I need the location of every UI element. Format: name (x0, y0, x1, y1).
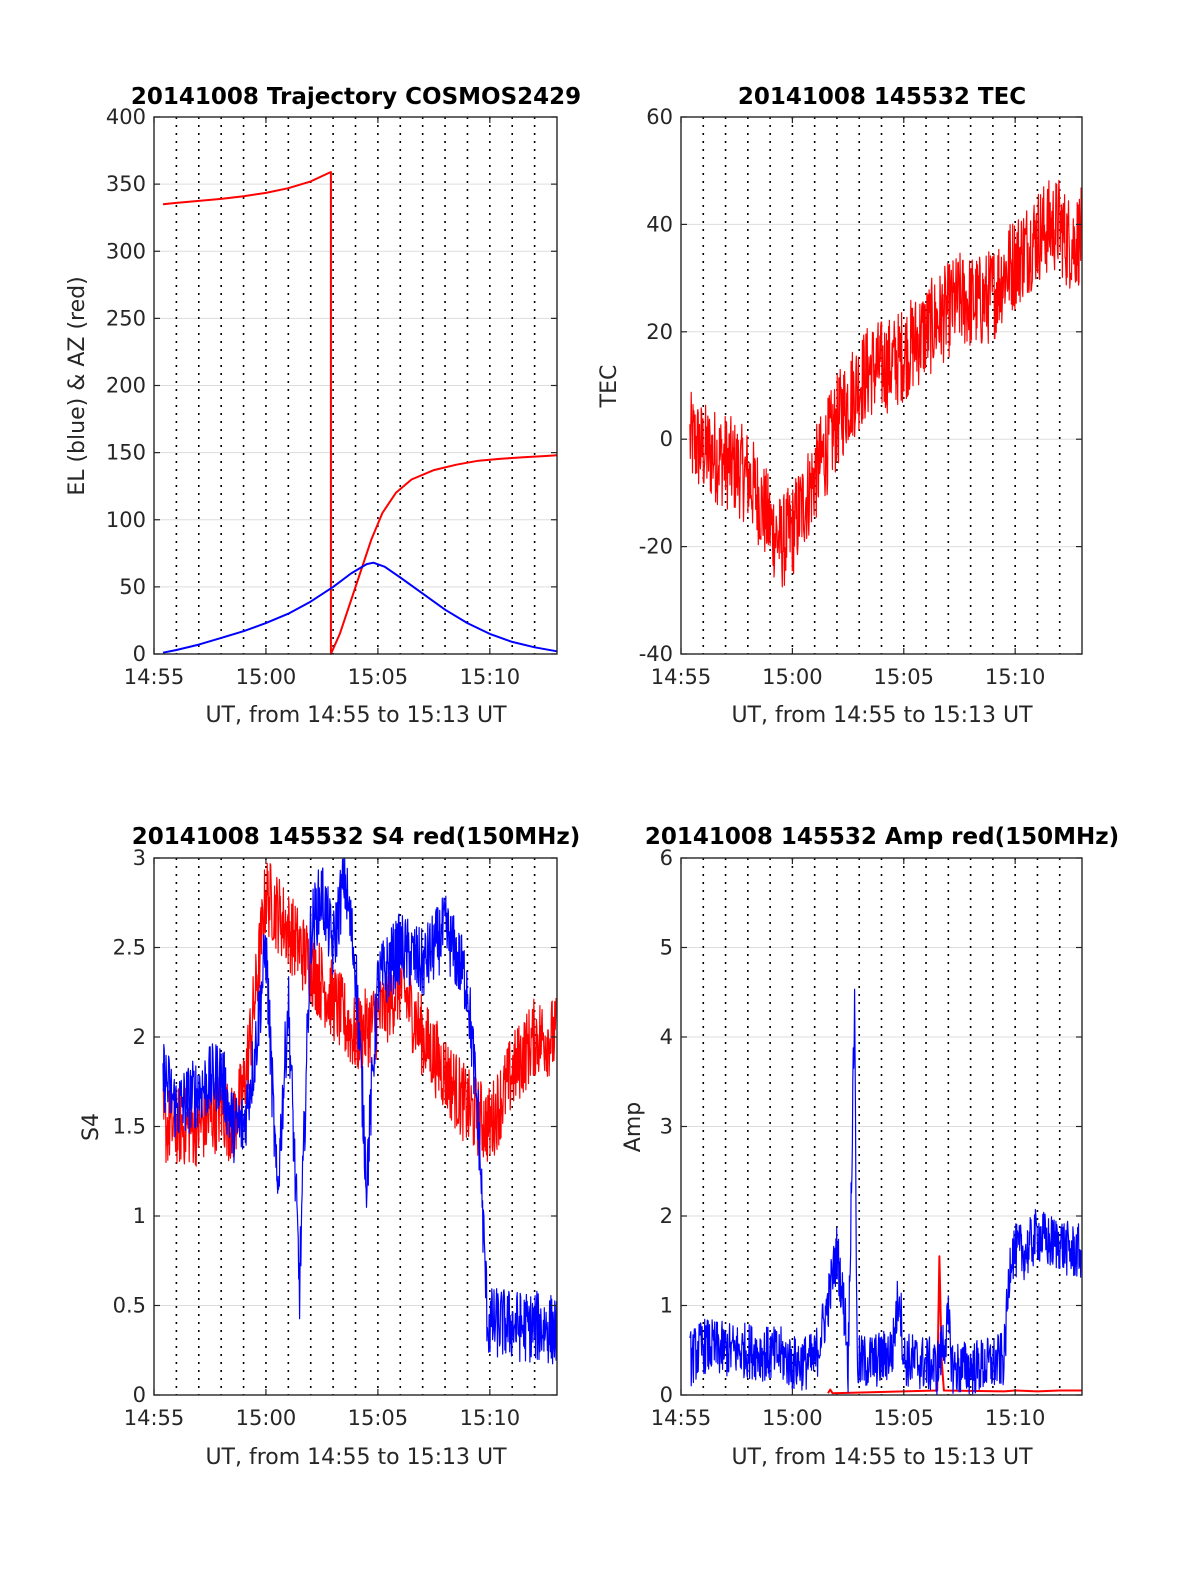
panel-trajectory-title: 20141008 Trajectory COSMOS2429 (131, 84, 581, 110)
panel-tec-xlabel: UT, from 14:55 to 15:13 UT (731, 703, 1033, 728)
panel-tec-ticks: 14:55 15:00 15:05 15:10 -40 -20 0 20 40 60 (639, 105, 1082, 689)
tec-x-tick-label: 14:55 (651, 665, 712, 689)
panel-trajectory-ticks: 14:55 15:00 15:05 15:10 0 50 100 150 200 250 300 35… (106, 105, 557, 689)
panel-s4-xlabel: UT, from 14:55 to 15:13 UT (205, 1445, 507, 1470)
s4-y-tick-label: 2.5 (113, 936, 146, 960)
panel-s4-ylabel: S4 (79, 1113, 104, 1141)
s4-y-tick-label: 0 (133, 1383, 146, 1407)
amp-y-tick-label: 1 (660, 1294, 673, 1318)
panel-trajectory-grid (154, 117, 557, 654)
amp-series-red-line (827, 1255, 1082, 1395)
amp-y-tick-label: 2 (660, 1204, 673, 1228)
amp-x-tick-label: 15:05 (874, 1406, 935, 1430)
panel-s4-title: 20141008 145532 S4 red(150MHz) (132, 824, 581, 850)
s4-x-tick-label: 14:55 (124, 1406, 185, 1430)
panel-amp-xlabel: UT, from 14:55 to 15:13 UT (731, 1445, 1033, 1470)
tec-x-tick-label: 15:10 (985, 665, 1046, 689)
trajectory-x-tick-label: 14:55 (124, 665, 185, 689)
panel-s4-ticks: 14:55 15:00 15:05 15:10 0 0.5 1 1.5 2 2.5 3 (113, 846, 557, 1430)
panel-amp-grid (681, 858, 1082, 1395)
trajectory-y-tick-label: 200 (106, 374, 146, 398)
trajectory-y-tick-label: 0 (133, 642, 146, 666)
s4-x-tick-label: 15:00 (236, 1406, 297, 1430)
panel-tec-title: 20141008 145532 TEC (738, 84, 1026, 110)
amp-series-blue-line (689, 988, 1083, 1396)
panel-amp-ylabel: Amp (621, 1102, 646, 1152)
s4-y-tick-label: 1.5 (113, 1115, 146, 1139)
amp-x-tick-label: 15:10 (985, 1406, 1046, 1430)
amp-y-tick-label: 3 (660, 1115, 673, 1139)
panel-amp: 20141008 145532 Amp red(150MHz) 14:55 15:… (621, 824, 1119, 1470)
trajectory-y-tick-label: 300 (106, 239, 146, 263)
panel-trajectory: 20141008 Trajectory COSMOS2429 14:55 15:0… (65, 84, 581, 728)
tec-x-tick-label: 15:00 (762, 665, 823, 689)
panel-tec-axes-box (680, 116, 1083, 655)
s4-series-red-line (162, 862, 558, 1167)
tec-x-tick-label: 15:05 (874, 665, 935, 689)
trajectory-x-tick-label: 15:10 (460, 665, 521, 689)
panel-amp-ticks: 14:55 15:00 15:05 15:10 0 1 2 3 4 5 6 (651, 846, 1082, 1430)
panel-tec-series (689, 179, 1083, 588)
panel-trajectory-xlabel: UT, from 14:55 to 15:13 UT (205, 703, 507, 728)
tec-y-tick-label: -20 (639, 535, 673, 559)
panel-trajectory-series (162, 171, 558, 655)
amp-x-tick-label: 15:00 (762, 1406, 823, 1430)
amp-y-tick-label: 5 (660, 936, 673, 960)
panel-s4: 20141008 145532 S4 red(150MHz) 14:55 15:0… (79, 824, 580, 1470)
s4-series-blue-line (162, 857, 558, 1365)
s4-y-tick-label: 2 (133, 1025, 146, 1049)
s4-y-tick-label: 0.5 (113, 1294, 146, 1318)
tec-y-tick-label: 40 (646, 212, 673, 236)
s4-x-tick-label: 15:05 (348, 1406, 409, 1430)
amp-x-tick-label: 14:55 (651, 1406, 712, 1430)
trajectory-series-blue-line (162, 561, 558, 654)
amp-y-tick-label: 6 (660, 846, 673, 870)
tec-y-tick-label: 0 (660, 427, 673, 451)
panel-s4-series (162, 857, 558, 1365)
panel-amp-title: 20141008 145532 Amp red(150MHz) (645, 824, 1119, 850)
tec-y-tick-label: -40 (639, 642, 673, 666)
trajectory-series-red-line (162, 171, 558, 655)
trajectory-y-tick-label: 350 (106, 172, 146, 196)
panel-tec: 20141008 145532 TEC 14:55 15:00 15:05 15:10… (597, 84, 1083, 728)
panel-trajectory-ylabel: EL (blue) & AZ (red) (65, 276, 90, 495)
trajectory-y-tick-label: 400 (106, 105, 146, 129)
trajectory-x-tick-label: 15:05 (348, 665, 409, 689)
amp-y-tick-label: 4 (660, 1025, 673, 1049)
trajectory-y-tick-label: 250 (106, 306, 146, 330)
s4-x-tick-label: 15:10 (460, 1406, 521, 1430)
tec-series-red-line (689, 179, 1083, 588)
panel-amp-series (689, 988, 1083, 1396)
panel-tec-ylabel: TEC (597, 365, 622, 409)
s4-y-tick-label: 3 (133, 846, 146, 870)
amp-y-tick-label: 0 (660, 1383, 673, 1407)
trajectory-y-tick-label: 150 (106, 441, 146, 465)
trajectory-x-tick-label: 15:00 (236, 665, 297, 689)
tec-y-tick-label: 60 (646, 105, 673, 129)
trajectory-y-tick-label: 100 (106, 508, 146, 532)
tec-y-tick-label: 20 (646, 320, 673, 344)
trajectory-y-tick-label: 50 (119, 575, 146, 599)
s4-y-tick-label: 1 (133, 1204, 146, 1228)
